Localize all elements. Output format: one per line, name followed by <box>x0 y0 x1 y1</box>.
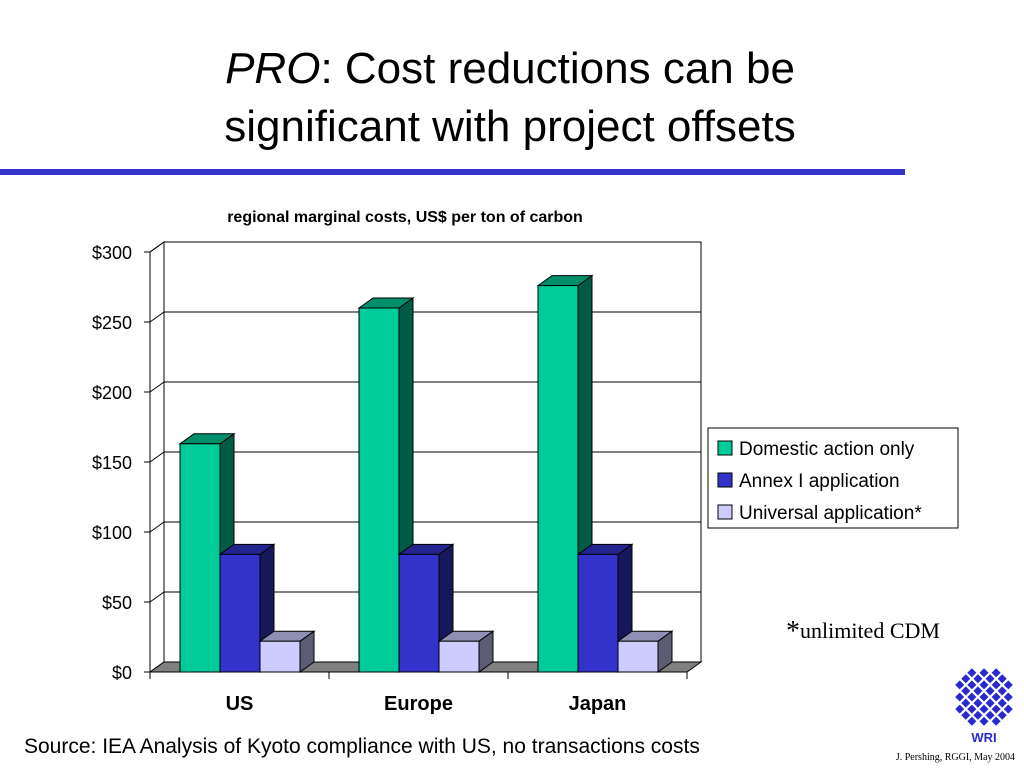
logo-square <box>985 710 995 720</box>
gridline-diag <box>149 451 165 463</box>
logo-square <box>973 698 983 708</box>
wri-logo-mark <box>955 668 1013 726</box>
y-axis: $0 $50 $100 $150 $200 $250 $300 <box>92 243 151 683</box>
logo-square <box>955 680 965 690</box>
logo-square <box>991 704 1001 714</box>
legend-swatch <box>717 472 733 488</box>
logo-square <box>985 698 995 708</box>
logo-square <box>955 692 965 702</box>
gridline-diag <box>149 381 165 393</box>
bar-japan-1 <box>537 285 579 673</box>
logo-square <box>991 716 1001 726</box>
legend-swatch <box>717 504 733 520</box>
logo-square <box>997 710 1007 720</box>
y-tick-label: $150 <box>92 453 132 473</box>
y-tick-label: $300 <box>92 243 132 263</box>
footnote: *unlimited CDM <box>786 616 940 648</box>
logo-square <box>979 692 989 702</box>
logo-square <box>955 704 965 714</box>
logo-square <box>973 686 983 696</box>
wri-logo-text: WRI <box>971 730 997 745</box>
chart-title: regional marginal costs, US$ per ton of … <box>227 209 583 226</box>
slide-title: PRO: Cost reductions can be significant w… <box>0 40 1020 156</box>
logo-square <box>967 692 977 702</box>
logo-square <box>961 674 971 684</box>
logo-square <box>973 674 983 684</box>
y-tick-label: $250 <box>92 313 132 333</box>
source-text: Source: IEA Analysis of Kyoto compliance… <box>24 735 700 758</box>
bar-japan-3 <box>617 640 659 673</box>
bar-us-1 <box>179 443 221 673</box>
legend-label: Universal application* <box>739 503 922 524</box>
bar-europe-1 <box>358 307 400 673</box>
chart-legend: Domestic action only Annex I application U… <box>707 427 959 529</box>
logo-square <box>991 680 1001 690</box>
logo-square <box>979 716 989 726</box>
y-tick-label: $0 <box>112 663 132 683</box>
legend-label: Domestic action only <box>739 439 915 460</box>
logo-square <box>991 668 1001 678</box>
gridline-diag <box>149 241 165 253</box>
logo-square <box>997 686 1007 696</box>
logo-square <box>997 674 1007 684</box>
title-keyword: PRO <box>225 44 321 93</box>
logo-square <box>991 692 1001 702</box>
legend-box <box>707 427 959 529</box>
bar-japan-2 <box>577 553 619 673</box>
x-axis: US Europe Japan <box>149 671 688 715</box>
logo-square <box>985 674 995 684</box>
gridline-diag <box>149 591 165 603</box>
logo-square <box>967 704 977 714</box>
footnote-star: * <box>786 616 800 647</box>
y-tick-label: $100 <box>92 523 132 543</box>
logo-square <box>961 698 971 708</box>
logo-square <box>967 680 977 690</box>
bars <box>178 274 674 673</box>
logo-square <box>979 704 989 714</box>
logo-square <box>985 686 995 696</box>
wri-logo <box>955 668 1013 726</box>
x-tick-label: US <box>226 693 254 715</box>
title-line1-rest: : Cost reductions can be <box>320 44 795 93</box>
logo-square <box>961 710 971 720</box>
logo-square <box>1003 680 1013 690</box>
logo-square <box>961 686 971 696</box>
title-rule <box>0 169 905 175</box>
x-tick-label: Japan <box>569 693 627 715</box>
gridline-diag <box>149 311 165 323</box>
title-line2: significant with project offsets <box>224 102 796 151</box>
bar-europe-2 <box>398 553 440 673</box>
logo-square <box>1003 692 1013 702</box>
bar-us-2 <box>219 553 261 673</box>
gridline-diag <box>149 521 165 533</box>
bar-europe-3 <box>438 640 480 673</box>
logo-square <box>979 668 989 678</box>
y-tick-label: $50 <box>102 593 132 613</box>
logo-square <box>967 668 977 678</box>
logo-square <box>997 698 1007 708</box>
logo-square <box>967 716 977 726</box>
y-tick-label: $200 <box>92 383 132 403</box>
footnote-text: unlimited CDM <box>800 618 940 643</box>
credit-text: J. Pershing, RGGI, May 2004 <box>895 752 1015 763</box>
logo-square <box>1003 704 1013 714</box>
logo-square <box>973 710 983 720</box>
logo-square <box>979 680 989 690</box>
x-tick-label: Europe <box>384 693 453 715</box>
legend-label: Annex I application <box>739 471 900 492</box>
bar-us-3 <box>259 640 301 673</box>
legend-swatch <box>717 440 733 456</box>
